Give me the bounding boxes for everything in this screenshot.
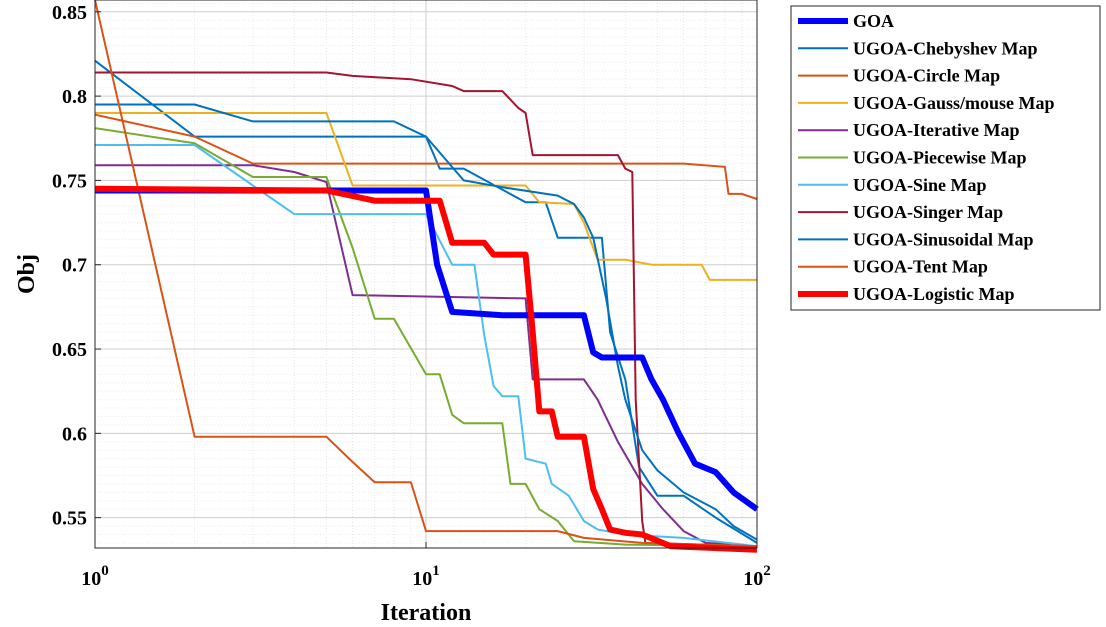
axis-ticks: 0.55 0.6 0.65 0.7 0.75 0.8 0.85 100 101 102 [52, 2, 771, 590]
legend: GOA UGOA-Chebyshev Map UGOA-Circle Map UGOA… [790, 5, 1101, 311]
series-line-ugoa-singer-map [95, 71, 758, 548]
y-tick-label: 0.8 [62, 86, 87, 108]
legend-label-ugoa-piecewise-map: UGOA-Piecewise Map [853, 148, 1026, 168]
y-tick-label: 0.75 [52, 170, 87, 192]
y-tick-label: 0.55 [52, 508, 87, 530]
legend-label-ugoa-circle-map: UGOA-Circle Map [853, 66, 1000, 86]
legend-label-ugoa-singer-map: UGOA-Singer Map [853, 202, 1003, 222]
legend-label-ugoa-iterative-map: UGOA-Iterative Map [853, 120, 1019, 140]
series-layer [94, 0, 759, 553]
x-axis-label: Iteration [381, 600, 472, 626]
x-tick-label: 100 [81, 563, 109, 590]
legend-label-ugoa-sine-map: UGOA-Sine Map [853, 175, 987, 195]
y-tick-label: 0.6 [62, 423, 87, 445]
series-line-ugoa-sine-map [95, 144, 758, 548]
legend-label-ugoa-gauss-mouse-map: UGOA-Gauss/mouse Map [853, 93, 1055, 113]
series-line-ugoa-piecewise-map [94, 127, 758, 548]
series-line-ugoa-chebyshev-map [94, 59, 758, 544]
y-axis-label: Obj [14, 254, 40, 294]
x-tick-label: 102 [743, 563, 771, 590]
y-tick-label: 0.85 [52, 2, 87, 24]
legend-label-ugoa-chebyshev-map: UGOA-Chebyshev Map [853, 38, 1038, 58]
legend-label-ugoa-tent-map: UGOA-Tent Map [853, 257, 988, 277]
series-line-ugoa-gauss-mouse-map [95, 112, 757, 281]
series-line-ugoa-iterative-map [95, 164, 758, 548]
legend-label-ugoa-logistic-map: UGOA-Logistic Map [853, 284, 1015, 304]
legend-label-ugoa-sinusoidal-map: UGOA-Sinusoidal Map [853, 229, 1034, 249]
y-tick-label: 0.7 [62, 255, 87, 277]
y-tick-label: 0.65 [52, 339, 87, 361]
series-line-goa [95, 187, 759, 512]
x-tick-label: 101 [412, 563, 440, 590]
legend-label-goa: GOA [853, 11, 894, 31]
series-line-ugoa-circle-map [94, 113, 758, 200]
series-line-ugoa-tent-map [94, 0, 758, 548]
series-line-ugoa-logistic-map [94, 185, 758, 553]
series-line-ugoa-sinusoidal-map [95, 103, 758, 541]
